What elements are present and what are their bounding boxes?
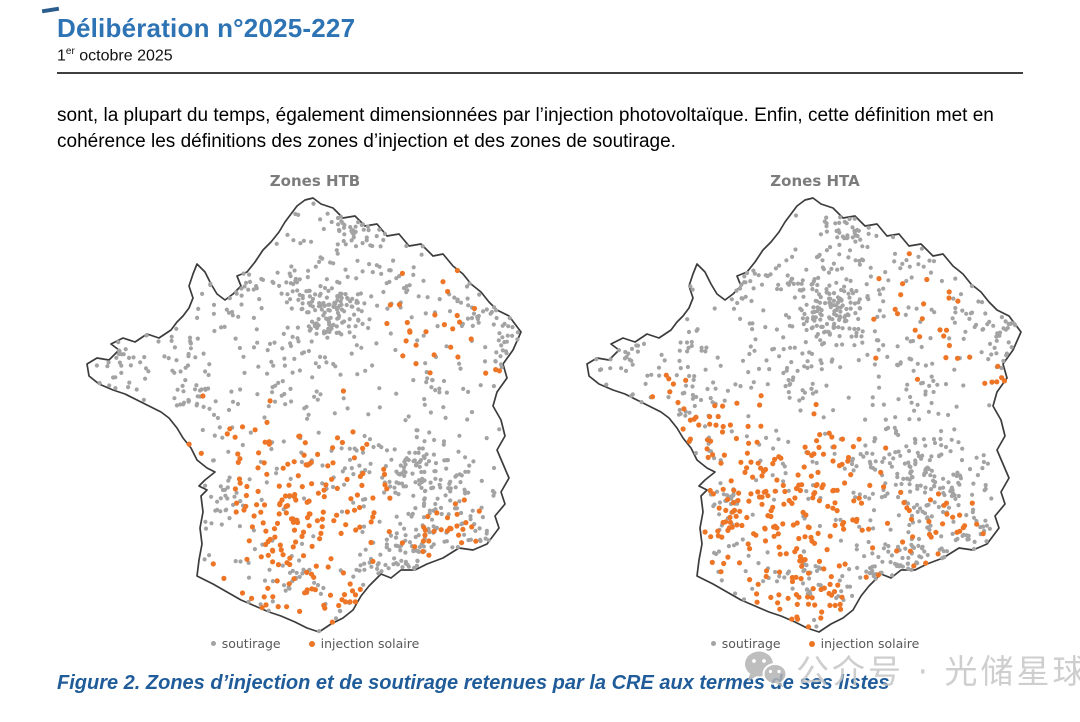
legend-label-soutirage: soutirage bbox=[721, 636, 781, 651]
legend-label-soutirage: soutirage bbox=[221, 636, 281, 651]
wechat-icon bbox=[745, 651, 788, 688]
document-date: 1er octobre 2025 bbox=[57, 46, 173, 65]
map-title-hta: Zones HTA bbox=[770, 172, 860, 190]
injection-dot-icon bbox=[308, 640, 315, 647]
injection-dot-icon bbox=[808, 640, 815, 647]
map-panel-hta: Zones HTA soutirage injection solaire bbox=[585, 172, 1045, 651]
date-rest: octobre 2025 bbox=[74, 47, 173, 65]
date-ordinal-superscript: er bbox=[65, 46, 75, 57]
map-svg-0 bbox=[86, 197, 522, 634]
legend-item-injection: injection solaire bbox=[308, 636, 420, 651]
legend-item-injection: injection solaire bbox=[808, 636, 920, 651]
map-legend-htb: soutirage injection solaire bbox=[85, 636, 545, 651]
header-divider-line bbox=[57, 72, 1023, 74]
map-title-htb: Zones HTB bbox=[269, 172, 361, 190]
soutirage-dot-icon bbox=[210, 641, 216, 646]
map-legend-hta: soutirage injection solaire bbox=[585, 636, 1045, 651]
page-title: Délibération n°2025-227 bbox=[57, 13, 356, 43]
map-svg-1 bbox=[586, 197, 1022, 633]
legend-item-soutirage: soutirage bbox=[710, 636, 781, 651]
body-paragraph: sont, la plupart du temps, également dim… bbox=[57, 105, 994, 152]
map-panel-htb: Zones HTB soutirage injection solaire bbox=[85, 172, 545, 651]
figure-caption: Figure 2. Zones d’injection et de soutir… bbox=[57, 672, 890, 694]
legend-label-injection: injection solaire bbox=[820, 636, 920, 651]
date-number: 1 bbox=[57, 47, 66, 65]
watermark-text: 公介号 · 光储星球 bbox=[796, 652, 1080, 691]
soutirage-dot-icon bbox=[710, 641, 716, 646]
watermark: 公介号 · 光储星球 bbox=[742, 645, 1080, 693]
legend-label-injection: injection solaire bbox=[320, 636, 420, 651]
legend-item-soutirage: soutirage bbox=[210, 636, 281, 651]
